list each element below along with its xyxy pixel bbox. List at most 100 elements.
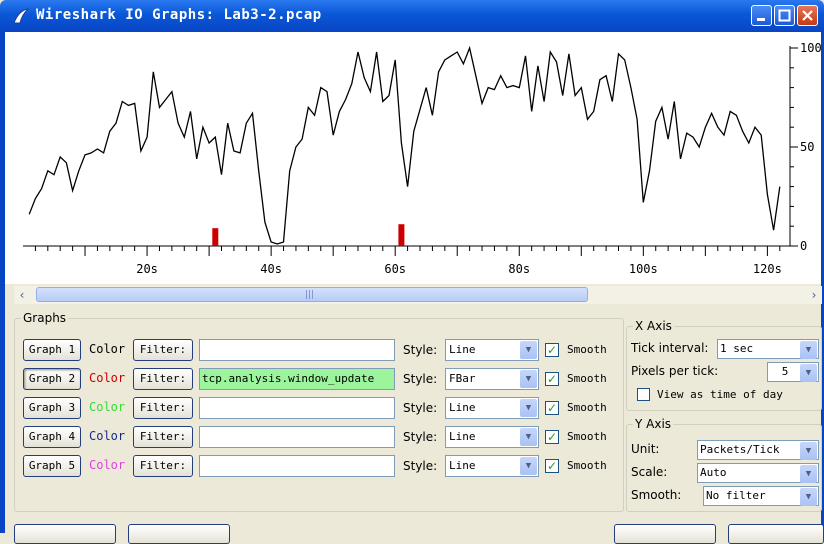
x-tick-label: 120s <box>753 262 782 276</box>
maximize-button[interactable] <box>774 5 795 26</box>
graph-toggle-button[interactable]: Graph 4 <box>23 426 81 448</box>
graph-color-label[interactable]: Color <box>89 458 126 472</box>
style-select[interactable]: Line ▼ <box>445 397 539 419</box>
filter-button[interactable]: Filter: <box>133 426 193 448</box>
window-title: Wireshark IO Graphs: Lab3-2.pcap <box>36 7 322 23</box>
maximize-icon <box>778 9 791 22</box>
x-tick-label: 20s <box>136 262 158 276</box>
chevron-down-icon: ▼ <box>520 341 537 359</box>
unit-select[interactable]: Packets/Tick ▼ <box>697 440 819 460</box>
scale-value: Auto <box>700 466 727 479</box>
fbar-mark <box>398 224 405 246</box>
window-frame-right <box>821 32 824 533</box>
title-bar: Wireshark IO Graphs: Lab3-2.pcap <box>0 0 824 32</box>
io-graph-chart: 20s 40s 60s 80s 100s 120s 100 50 0 <box>23 41 822 276</box>
smooth-checkbox[interactable]: ✓ <box>545 430 559 444</box>
graph-toggle-button[interactable]: Graph 3 <box>23 397 81 419</box>
bottom-button-3[interactable] <box>614 524 716 544</box>
filter-input[interactable] <box>199 455 395 477</box>
chevron-down-icon: ▼ <box>520 428 537 446</box>
y-axis-group: Y Axis Unit: Packets/Tick ▼ Scale: Auto … <box>626 417 822 512</box>
unit-value: Packets/Tick <box>700 443 780 456</box>
bottom-button-4[interactable] <box>728 524 824 544</box>
style-label: Style: <box>403 430 438 444</box>
chevron-down-icon: ▼ <box>800 341 817 359</box>
filter-input[interactable] <box>199 397 395 419</box>
scroll-left-icon[interactable]: ‹ <box>19 288 25 302</box>
graphs-legend: Graphs <box>21 311 69 325</box>
pixels-per-tick-select[interactable]: 5 ▼ <box>767 362 819 382</box>
y-smooth-label: Smooth: <box>631 488 682 502</box>
style-select[interactable]: Line ▼ <box>445 455 539 477</box>
filter-input[interactable]: tcp.analysis.window_update <box>199 368 395 390</box>
style-value: Line <box>449 430 476 443</box>
smooth-checkbox[interactable]: ✓ <box>545 401 559 415</box>
scroll-right-icon[interactable]: › <box>811 288 817 302</box>
style-select[interactable]: Line ▼ <box>445 339 539 361</box>
scroll-grip-icon: ||| <box>305 290 315 300</box>
style-select[interactable]: FBar ▼ <box>445 368 539 390</box>
graph-color-label[interactable]: Color <box>89 371 126 385</box>
graph-color-label[interactable]: Color <box>89 342 126 356</box>
x-tick-label: 100s <box>629 262 658 276</box>
fbar-mark <box>212 228 219 246</box>
smooth-checkbox[interactable]: ✓ <box>545 343 559 357</box>
style-label: Style: <box>403 401 438 415</box>
graph-toggle-button[interactable]: Graph 1 <box>23 339 81 361</box>
smooth-label: Smooth <box>567 343 607 356</box>
graphs-group: Graphs Graph 1 Color Filter: Style: Line ▼ ✓ Sm… <box>14 311 624 512</box>
x-tick-label: 40s <box>260 262 282 276</box>
y-smooth-select[interactable]: No filter ▼ <box>703 486 819 506</box>
pixels-per-tick-label: Pixels per tick: <box>631 364 719 378</box>
style-label: Style: <box>403 343 438 357</box>
style-label: Style: <box>403 459 438 473</box>
chevron-down-icon: ▼ <box>800 364 817 382</box>
chevron-down-icon: ▼ <box>800 465 817 483</box>
filter-button[interactable]: Filter: <box>133 339 193 361</box>
tick-interval-select[interactable]: 1 sec ▼ <box>717 339 819 359</box>
style-value: Line <box>449 343 476 356</box>
minimize-icon <box>757 18 765 21</box>
graph-color-label[interactable]: Color <box>89 429 126 443</box>
smooth-checkbox[interactable]: ✓ <box>545 372 559 386</box>
filter-button[interactable]: Filter: <box>133 397 193 419</box>
window-frame-left <box>0 32 5 533</box>
graph-color-label[interactable]: Color <box>89 400 126 414</box>
style-select[interactable]: Line ▼ <box>445 426 539 448</box>
graph-toggle-button[interactable]: Graph 5 <box>23 455 81 477</box>
smooth-checkbox[interactable]: ✓ <box>545 459 559 473</box>
filter-input-value: tcp.analysis.window_update <box>202 372 375 385</box>
view-time-checkbox[interactable] <box>637 388 650 401</box>
y-tick-label: 0 <box>800 239 807 253</box>
x-axis-legend: X Axis <box>633 319 674 333</box>
x-tick-label: 80s <box>508 262 530 276</box>
minimize-button[interactable] <box>751 5 772 26</box>
graph-row: Graph 1 Color Filter: Style: Line ▼ ✓ Smooth <box>23 339 623 363</box>
x-axis-group: X Axis Tick interval: 1 sec ▼ Pixels per… <box>626 319 822 411</box>
smooth-label: Smooth <box>567 430 607 443</box>
graph-row: Graph 4 Color Filter: Style: Line ▼ ✓ Smooth <box>23 426 623 450</box>
horizontal-scrollbar[interactable]: ‹ ||| › <box>14 286 822 304</box>
graph-toggle-button[interactable]: Graph 2 <box>23 368 81 390</box>
style-value: FBar <box>449 372 476 385</box>
pixels-per-tick-value: 5 <box>781 365 789 378</box>
filter-input[interactable] <box>199 426 395 448</box>
scale-select[interactable]: Auto ▼ <box>697 463 819 483</box>
bottom-button-2[interactable] <box>128 524 230 544</box>
smooth-label: Smooth <box>567 459 607 472</box>
scale-label: Scale: <box>631 465 668 479</box>
bottom-button-1[interactable] <box>14 524 116 544</box>
chevron-down-icon: ▼ <box>520 370 537 388</box>
wireshark-fin-icon <box>13 8 30 24</box>
graph-row: Graph 2 Color Filter: tcp.analysis.window_u… <box>23 368 623 392</box>
filter-input[interactable] <box>199 339 395 361</box>
y-tick-label: 50 <box>800 140 814 154</box>
series-line-graph-1 <box>28 45 781 245</box>
x-tick-label: 60s <box>384 262 406 276</box>
filter-button[interactable]: Filter: <box>133 455 193 477</box>
scroll-thumb[interactable]: ||| <box>36 287 588 302</box>
graph-row: Graph 5 Color Filter: Style: Line ▼ ✓ Smooth <box>23 455 623 479</box>
y-tick-label: 100 <box>800 41 821 55</box>
filter-button[interactable]: Filter: <box>133 368 193 390</box>
close-button[interactable] <box>797 5 818 26</box>
